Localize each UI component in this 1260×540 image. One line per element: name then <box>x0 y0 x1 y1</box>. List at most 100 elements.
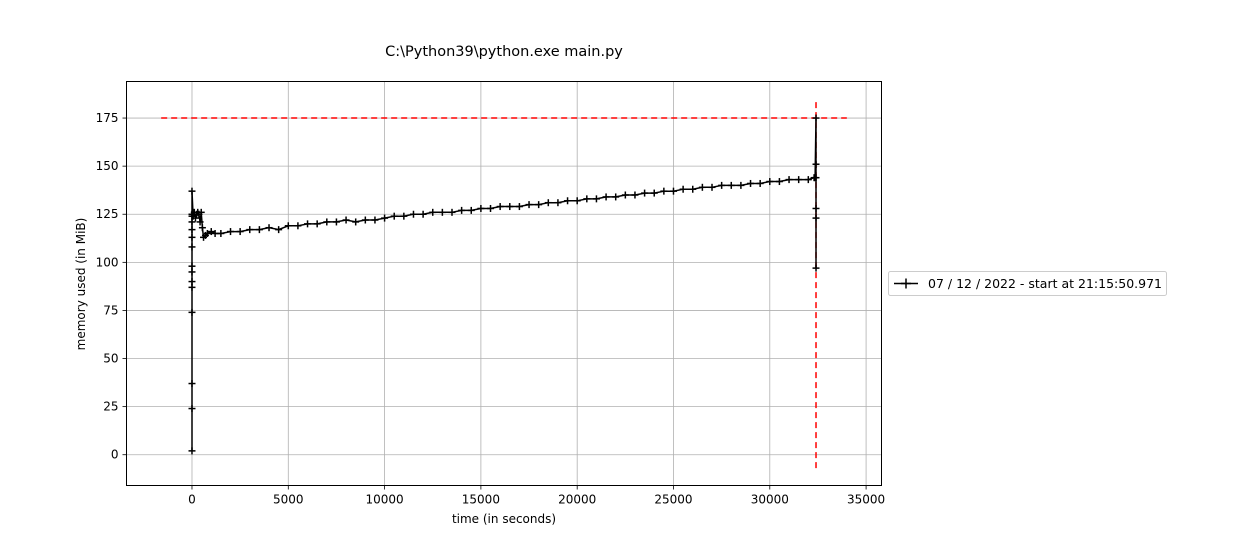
data-point <box>188 187 196 195</box>
data-point <box>812 204 820 212</box>
x-tick-label: 15000 <box>462 493 500 507</box>
data-point <box>812 214 820 222</box>
x-tick-label: 25000 <box>654 493 692 507</box>
data-point <box>515 203 523 211</box>
data-point <box>525 201 533 209</box>
y-tick-label: 150 <box>96 159 119 173</box>
data-point <box>188 243 196 251</box>
data-point <box>747 179 755 187</box>
y-tick-label: 100 <box>96 255 119 269</box>
data-point <box>506 203 514 211</box>
data-point <box>775 178 783 186</box>
y-axis-label: memory used (in MiB) <box>74 218 88 351</box>
data-point <box>381 214 389 222</box>
y-tick-label: 175 <box>96 111 119 125</box>
data-point <box>795 176 803 184</box>
data-point <box>400 212 408 220</box>
data-point <box>409 210 417 218</box>
x-axis: 0 5000 10000 15000 20000 25000 30000 35000 <box>188 485 885 507</box>
data-point <box>650 189 658 197</box>
x-axis-label: time (in seconds) <box>452 512 556 526</box>
y-tick-label: 0 <box>111 448 119 462</box>
data-point <box>718 181 726 189</box>
data-point <box>812 174 820 182</box>
data-point <box>467 206 475 214</box>
data-point <box>612 193 620 201</box>
data-point <box>196 218 204 226</box>
plot-area <box>161 100 847 469</box>
data-point <box>737 181 745 189</box>
y-tick-label: 25 <box>103 400 118 414</box>
data-point <box>207 228 215 236</box>
data-point <box>255 226 263 234</box>
data-point <box>275 226 283 234</box>
legend-label: 07 / 12 / 2022 - start at 21:15:50.971 <box>928 276 1162 291</box>
legend-marker <box>901 278 911 289</box>
y-tick-label: 50 <box>103 352 118 366</box>
data-point <box>679 185 687 193</box>
data-point <box>535 201 543 209</box>
data-point <box>188 226 196 234</box>
data-point <box>727 181 735 189</box>
data-point <box>812 160 820 168</box>
data-point <box>265 224 273 232</box>
x-tick-label: 35000 <box>847 493 885 507</box>
data-point <box>332 218 340 226</box>
data-point <box>708 183 716 191</box>
series-line <box>191 118 817 451</box>
x-tick-label: 30000 <box>751 493 789 507</box>
data-point <box>592 195 600 203</box>
legend: 07 / 12 / 2022 - start at 21:15:50.971 <box>888 271 1167 296</box>
data-point <box>419 210 427 218</box>
data-point <box>429 208 437 216</box>
data-point <box>361 216 369 224</box>
data-point <box>669 187 677 195</box>
data-point <box>812 114 820 122</box>
data-point <box>198 224 206 232</box>
data-point <box>458 206 466 214</box>
data-point <box>390 212 398 220</box>
data-point <box>203 229 211 237</box>
data-point <box>487 204 495 212</box>
data-point <box>812 264 820 272</box>
x-tick-label: 10000 <box>365 493 403 507</box>
data-point <box>573 197 581 205</box>
data-point <box>188 233 196 241</box>
data-point <box>313 220 321 228</box>
data-point <box>217 229 225 237</box>
data-point <box>188 262 196 270</box>
grid <box>126 81 882 486</box>
data-point <box>496 203 504 211</box>
plot-frame <box>126 81 882 486</box>
chart-title: C:\Python39\python.exe main.py <box>385 44 623 60</box>
data-point <box>544 199 552 207</box>
legend-box <box>888 271 1167 296</box>
data-point <box>197 208 205 216</box>
data-point <box>621 191 629 199</box>
y-tick-label: 75 <box>103 303 118 317</box>
data-point <box>689 185 697 193</box>
data-point <box>352 218 360 226</box>
data-point <box>448 208 456 216</box>
y-tick-label: 125 <box>96 207 119 221</box>
data-point <box>766 178 774 186</box>
data-point <box>188 405 196 413</box>
x-tick-label: 0 <box>188 493 196 507</box>
data-point <box>660 187 668 195</box>
x-tick-label: 5000 <box>273 493 304 507</box>
data-point <box>631 191 639 199</box>
data-point <box>342 216 350 224</box>
data-point <box>236 228 244 236</box>
data-point <box>188 380 196 388</box>
data-point <box>294 222 302 230</box>
data-point <box>583 195 591 203</box>
x-tick-label: 20000 <box>558 493 596 507</box>
data-point <box>641 189 649 197</box>
data-point <box>804 176 812 184</box>
data-point <box>191 214 199 222</box>
data-point <box>188 447 196 455</box>
data-point <box>227 228 235 236</box>
data-point <box>477 204 485 212</box>
data-point <box>438 208 446 216</box>
